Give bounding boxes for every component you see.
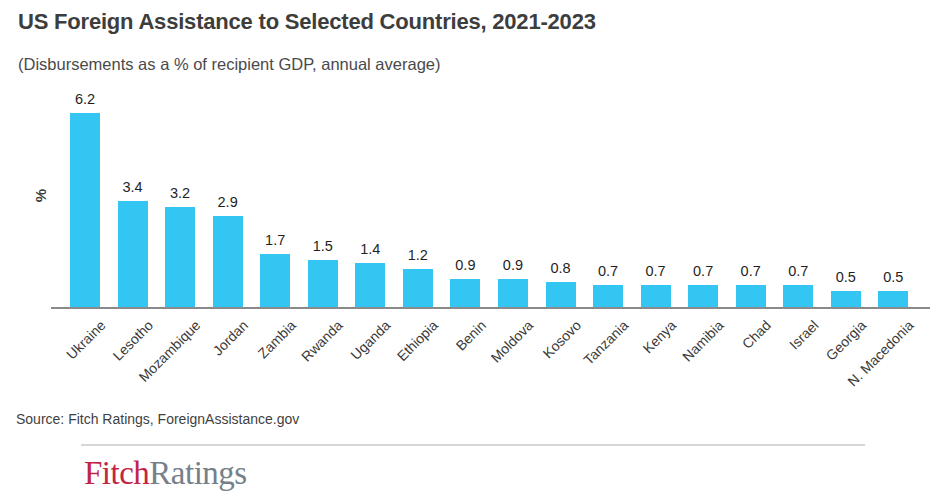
bar xyxy=(308,260,338,307)
bar xyxy=(70,113,100,307)
chart-page: US Foreign Assistance to Selected Countr… xyxy=(0,0,936,501)
x-axis-tick-label: Kenya xyxy=(640,317,679,356)
y-axis-label: % xyxy=(32,176,49,216)
x-axis-tick-label: Moldova xyxy=(488,317,537,366)
x-axis-tick-label: Benin xyxy=(452,317,489,354)
x-axis-tick-label: Kosovo xyxy=(539,317,583,361)
bar xyxy=(736,285,766,307)
logo-ratings: Ratings xyxy=(149,455,246,491)
x-axis-tick-label: Ukraine xyxy=(63,317,108,362)
fitch-ratings-logo: FitchRatings xyxy=(84,455,247,492)
x-axis-tick-label: Lesotho xyxy=(109,317,156,364)
bar xyxy=(118,201,148,307)
bar xyxy=(641,285,671,307)
x-axis-tick-label: Chad xyxy=(739,317,774,352)
x-axis-tick-label: Namibia xyxy=(679,317,727,365)
x-axis-tick-label: Jordan xyxy=(209,317,251,359)
bar xyxy=(593,285,623,307)
bar xyxy=(783,285,813,307)
bar-value-label: 0.5 xyxy=(863,269,923,285)
x-axis-tick-label: Rwanda xyxy=(298,317,346,365)
logo-fitch: Fitch xyxy=(84,455,149,491)
x-axis-tick-label: Ethiopia xyxy=(394,317,441,364)
bar xyxy=(260,254,290,307)
bar xyxy=(878,291,908,307)
x-axis-tick-label: Israel xyxy=(786,317,822,353)
source-note: Source: Fitch Ratings, ForeignAssistance… xyxy=(16,411,299,427)
x-axis-line xyxy=(51,307,930,309)
bar xyxy=(165,207,195,307)
footer-divider xyxy=(81,444,865,446)
x-axis-tick-label: Uganda xyxy=(348,317,394,363)
bar xyxy=(546,282,576,307)
bar xyxy=(450,279,480,307)
bar xyxy=(688,285,718,307)
bar xyxy=(498,279,528,307)
x-axis-tick-label: Tanzania xyxy=(580,317,631,368)
x-axis-tick-label: Georgia xyxy=(823,317,870,364)
bar xyxy=(355,263,385,307)
bar xyxy=(831,291,861,307)
x-axis-tick-label: Zambia xyxy=(254,317,298,361)
bar-value-label: 6.2 xyxy=(55,91,115,107)
bar xyxy=(403,269,433,307)
bar xyxy=(213,216,243,307)
bar-value-label: 2.9 xyxy=(198,194,258,210)
